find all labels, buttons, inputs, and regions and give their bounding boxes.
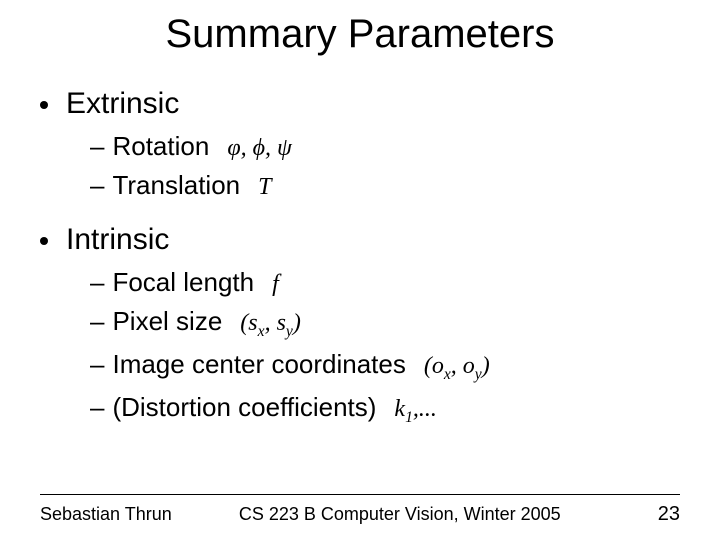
math-center-pre: (o: [424, 353, 444, 379]
bullet-pixel-label: Pixel size: [112, 306, 222, 337]
bullet-distortion-label: (Distortion coefficients): [112, 392, 376, 423]
math-distortion: k1,...: [394, 396, 436, 427]
bullet-extrinsic-label: Extrinsic: [66, 87, 179, 121]
bullet-center: – Image center coordinates (ox, oy): [90, 349, 680, 384]
dash-icon: –: [90, 267, 104, 298]
bullet-focal: – Focal length f: [90, 267, 680, 298]
math-center: (ox, oy): [424, 353, 490, 384]
bullet-translation: – Translation T: [90, 170, 680, 201]
math-distortion-pre: k: [394, 396, 405, 422]
bullet-translation-label: Translation: [112, 170, 240, 201]
dash-icon: –: [90, 306, 104, 337]
bullet-distortion: – (Distortion coefficients) k1,...: [90, 392, 680, 427]
math-rotation: φ, ϕ, ψ: [227, 135, 292, 162]
slide-title: Summary Parameters: [40, 12, 680, 57]
math-pixel: (sx, sy): [240, 310, 301, 341]
bullet-rotation-label: Rotation: [112, 131, 209, 162]
math-pixel-sub1: x: [258, 323, 265, 340]
dash-icon: –: [90, 349, 104, 380]
math-distortion-post: ,...: [413, 396, 437, 422]
bullet-extrinsic: Extrinsic: [40, 87, 680, 121]
bullet-intrinsic-label: Intrinsic: [66, 223, 169, 257]
math-translation: T: [258, 174, 271, 201]
bullet-rotation: – Rotation φ, ϕ, ψ: [90, 131, 680, 162]
bullet-center-label: Image center coordinates: [112, 349, 405, 380]
math-pixel-mid: , s: [265, 310, 286, 336]
bullet-dot-icon: [40, 237, 48, 245]
math-center-mid: , o: [451, 353, 475, 379]
footer-divider: [40, 494, 680, 495]
math-center-sub1: x: [444, 366, 451, 383]
dash-icon: –: [90, 392, 104, 423]
slide: Summary Parameters Extrinsic – Rotation …: [0, 0, 720, 540]
footer-page-number: 23: [628, 503, 680, 526]
math-distortion-sub1: 1: [405, 408, 413, 425]
math-center-sub2: y: [475, 366, 482, 383]
footer-author: Sebastian Thrun: [40, 504, 172, 525]
dash-icon: –: [90, 131, 104, 162]
math-center-post: ): [482, 353, 490, 379]
footer-course: CS 223 B Computer Vision, Winter 2005: [172, 504, 628, 525]
math-pixel-post: ): [293, 310, 301, 336]
footer-row: Sebastian Thrun CS 223 B Computer Vision…: [40, 503, 680, 526]
bullet-dot-icon: [40, 101, 48, 109]
dash-icon: –: [90, 170, 104, 201]
bullet-intrinsic: Intrinsic: [40, 223, 680, 257]
math-pixel-pre: (s: [240, 310, 257, 336]
bullet-pixel: – Pixel size (sx, sy): [90, 306, 680, 341]
math-pixel-sub2: y: [286, 323, 293, 340]
footer: Sebastian Thrun CS 223 B Computer Vision…: [0, 494, 720, 526]
math-focal: f: [272, 271, 279, 298]
bullet-focal-label: Focal length: [112, 267, 254, 298]
